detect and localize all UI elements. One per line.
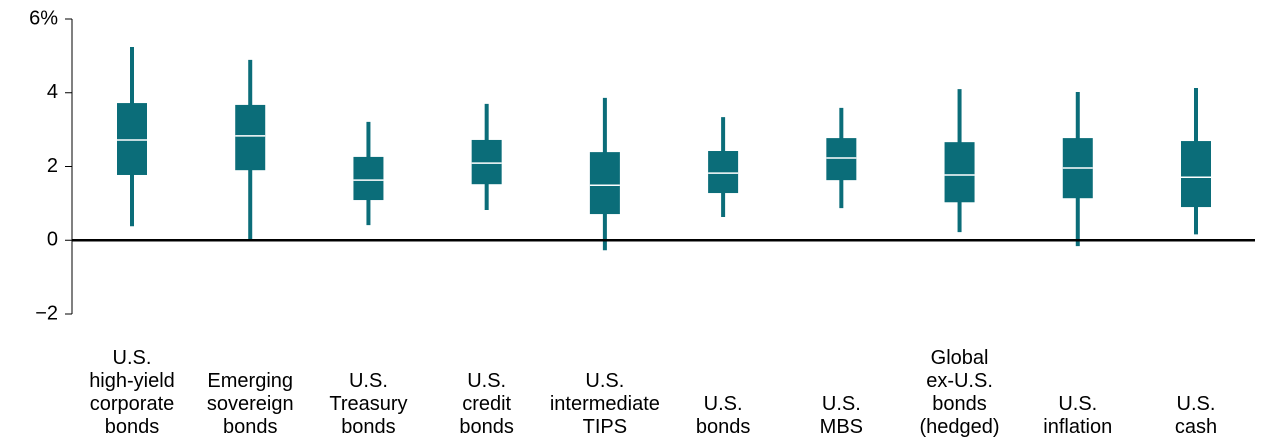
x-tick-label: U.S. bonds: [695, 393, 751, 438]
x-tick-label: Emerging sovereign bonds: [206, 370, 294, 438]
box: [235, 104, 266, 171]
box: [944, 142, 975, 203]
x-tick-label: U.S. MBS: [819, 393, 863, 438]
box: [353, 156, 384, 201]
x-tick-label: U.S. Treasury bonds: [329, 370, 408, 438]
box: [471, 139, 502, 185]
box: [1181, 141, 1211, 208]
x-tick-label: U.S. cash: [1174, 393, 1218, 438]
y-tick-label: 0: [47, 229, 58, 251]
x-tick-label: U.S. credit bonds: [459, 370, 514, 438]
x-tick-label: U.S. inflation: [1043, 393, 1113, 438]
x-tick-label: U.S. high-yield corporate bonds: [89, 347, 175, 438]
box: [826, 138, 857, 181]
box: [708, 151, 739, 194]
x-tick-label: Global ex-U.S. bonds (hedged): [919, 347, 1000, 438]
y-tick-label: 4: [47, 81, 58, 103]
y-tick-label: −2: [35, 302, 58, 324]
box: [117, 103, 147, 175]
y-tick-label: 6%: [29, 7, 58, 29]
box: [589, 152, 620, 215]
x-tick-label: U.S. intermediate TIPS: [549, 370, 660, 438]
y-tick-label: 2: [47, 155, 58, 177]
